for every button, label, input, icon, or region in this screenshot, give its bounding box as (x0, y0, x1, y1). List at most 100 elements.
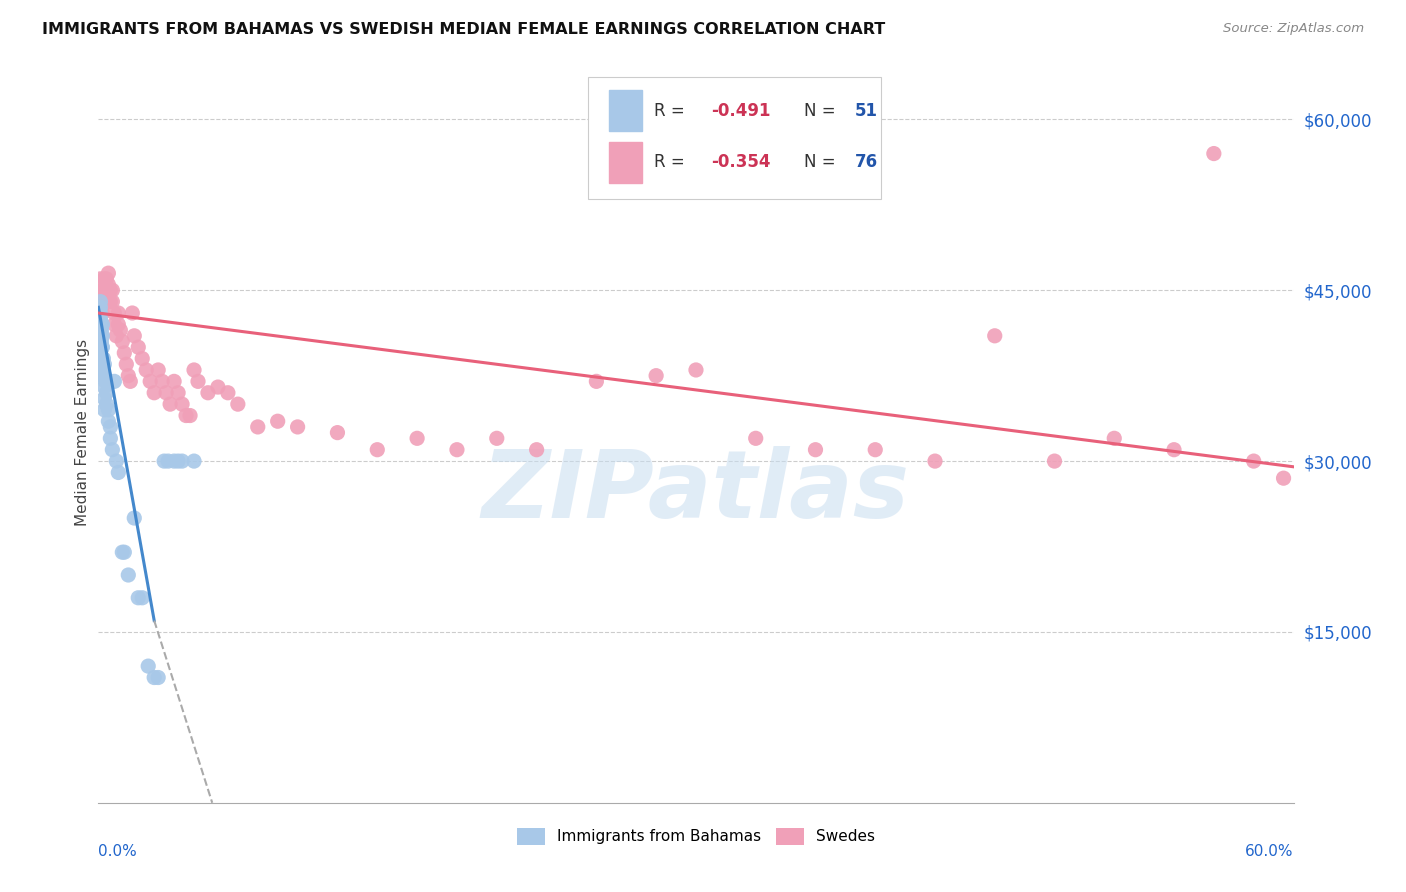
Point (287, 420, 309, 434)
Point (93, 392, 115, 406)
Point (526, 442, 548, 457)
Point (96, 283, 118, 297)
Point (93, 283, 115, 297)
Point (91, 283, 114, 297)
Point (97, 277, 120, 292)
Point (105, 454, 128, 468)
Point (91, 340, 114, 354)
Point (93, 368, 115, 383)
Point (112, 346, 135, 360)
Point (1272, 471, 1295, 485)
Point (139, 375, 162, 389)
Point (91, 340, 114, 354)
Text: IMMIGRANTS FROM BAHAMAS VS SWEDISH MEDIAN FEMALE EARNINGS CORRELATION CHART: IMMIGRANTS FROM BAHAMAS VS SWEDISH MEDIA… (42, 22, 886, 37)
Point (267, 414, 290, 428)
Bar (609, 142, 643, 183)
Point (89, 311, 111, 326)
Point (115, 357, 138, 371)
Point (101, 294, 124, 309)
Point (143, 671, 166, 685)
Point (98, 294, 122, 309)
Point (103, 306, 125, 320)
Point (90, 328, 112, 343)
Point (153, 454, 176, 468)
Text: 0.0%: 0.0% (98, 844, 138, 858)
Point (585, 375, 607, 389)
Point (91, 363, 114, 377)
Point (107, 466, 129, 480)
Point (179, 409, 201, 423)
Point (183, 454, 205, 468)
Point (91, 328, 114, 343)
Bar (609, 90, 643, 131)
Point (326, 425, 349, 440)
Point (97, 266, 120, 280)
Point (91, 318, 114, 332)
Text: ZIPatlas: ZIPatlas (482, 446, 910, 538)
Point (157, 454, 180, 468)
Point (93, 363, 115, 377)
Point (183, 363, 205, 377)
Point (246, 420, 269, 434)
Text: -0.491: -0.491 (711, 102, 770, 120)
Point (111, 545, 134, 559)
Text: 51: 51 (855, 102, 877, 120)
Text: -0.354: -0.354 (711, 153, 770, 171)
Point (90, 323, 112, 337)
Point (685, 363, 707, 377)
Point (131, 351, 153, 366)
Point (1043, 454, 1066, 468)
Point (148, 363, 170, 377)
Point (924, 454, 946, 468)
Point (121, 306, 143, 320)
Point (96, 385, 118, 400)
Point (226, 397, 249, 411)
Point (93, 402, 115, 417)
Point (93, 351, 115, 366)
Text: N =: N = (804, 153, 835, 171)
Point (197, 385, 219, 400)
Point (163, 454, 186, 468)
Point (93, 380, 115, 394)
Point (98, 283, 122, 297)
Point (89, 289, 111, 303)
Point (143, 385, 166, 400)
Point (89, 294, 111, 309)
Point (485, 431, 508, 445)
Point (98, 431, 122, 445)
Point (107, 318, 129, 332)
Point (112, 545, 135, 559)
Point (127, 340, 149, 354)
Y-axis label: Median Female Earnings: Median Female Earnings (75, 339, 90, 526)
Point (89, 294, 111, 309)
Point (366, 442, 388, 457)
Point (97, 289, 120, 303)
Point (136, 659, 159, 673)
Point (91, 351, 114, 366)
Point (207, 380, 229, 394)
Point (124, 511, 146, 525)
Point (96, 294, 118, 309)
Point (107, 306, 129, 320)
Point (187, 375, 209, 389)
Point (91, 306, 114, 320)
Point (804, 442, 827, 457)
Point (148, 671, 170, 685)
Point (89, 301, 111, 315)
Text: R =: R = (654, 102, 685, 120)
Point (167, 454, 190, 468)
Point (101, 442, 124, 457)
Point (172, 454, 194, 468)
Point (97, 414, 120, 428)
Text: R =: R = (654, 153, 685, 171)
Point (101, 283, 124, 297)
Point (645, 368, 668, 383)
Point (124, 328, 146, 343)
Point (127, 591, 149, 605)
Point (90, 301, 112, 315)
Point (172, 397, 194, 411)
Point (93, 294, 115, 309)
Point (163, 375, 186, 389)
Point (111, 334, 134, 349)
Point (96, 272, 118, 286)
